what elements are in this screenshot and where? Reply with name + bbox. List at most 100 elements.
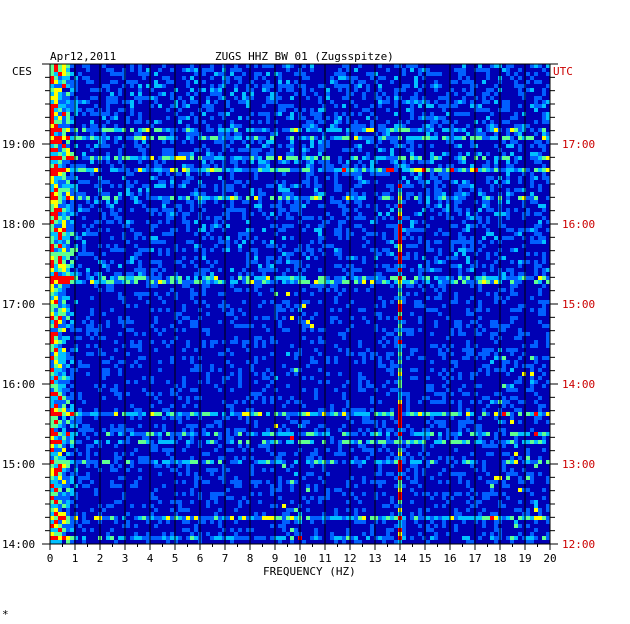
spectral-cell: [382, 192, 386, 196]
spectral-cell: [290, 412, 294, 416]
spectral-cell: [378, 296, 382, 300]
spectral-cell: [458, 128, 462, 132]
spectral-cell: [170, 280, 174, 284]
spectral-cell: [126, 428, 130, 432]
spectral-cell: [362, 412, 366, 416]
spectral-cell: [458, 152, 462, 156]
spectral-cell: [186, 472, 190, 476]
spectral-cell: [54, 84, 58, 88]
spectral-cell: [158, 400, 162, 404]
spectral-cell: [406, 256, 410, 260]
spectral-cell: [494, 132, 498, 136]
spectral-cell: [318, 236, 322, 240]
spectral-cell: [242, 96, 246, 100]
spectral-cell: [318, 412, 322, 416]
spectral-cell: [414, 468, 418, 472]
spectral-cell: [166, 128, 170, 132]
spectral-cell: [62, 128, 66, 132]
spectral-cell: [54, 172, 58, 176]
spectral-cell: [82, 112, 86, 116]
spectral-cell: [402, 328, 406, 332]
spectral-cell: [486, 232, 490, 236]
spectral-cell: [226, 136, 230, 140]
spectral-cell: [50, 176, 54, 180]
spectral-cell: [382, 364, 386, 368]
spectral-cell: [90, 136, 94, 140]
spectral-cell: [202, 256, 206, 260]
spectral-cell: [502, 404, 506, 408]
spectral-cell: [390, 168, 394, 172]
spectral-cell: [66, 224, 70, 228]
spectral-cell: [426, 308, 430, 312]
spectral-cell: [70, 128, 74, 132]
spectral-cell: [94, 136, 98, 140]
spectral-cell: [62, 172, 66, 176]
spectral-cell: [386, 68, 390, 72]
spectral-cell: [50, 288, 54, 292]
spectral-cell: [294, 160, 298, 164]
spectral-cell: [138, 120, 142, 124]
spectral-cell: [362, 216, 366, 220]
spectral-cell: [214, 220, 218, 224]
spectral-cell: [202, 288, 206, 292]
spectral-cell: [194, 292, 198, 296]
spectral-cell: [274, 232, 278, 236]
spectral-cell: [350, 192, 354, 196]
spectral-cell: [322, 144, 326, 148]
spectral-cell: [410, 104, 414, 108]
spectral-cell: [138, 188, 142, 192]
spectral-cell: [494, 416, 498, 420]
spectral-cell: [78, 364, 82, 368]
spectral-cell: [426, 384, 430, 388]
spectral-cell: [238, 148, 242, 152]
spectral-cell: [254, 256, 258, 260]
spectral-cell: [202, 480, 206, 484]
spectral-cell: [290, 464, 294, 468]
spectral-cell: [530, 388, 534, 392]
spectral-cell: [50, 264, 54, 268]
spectral-cell: [114, 128, 118, 132]
spectral-cell: [534, 108, 538, 112]
spectral-cell: [454, 264, 458, 268]
spectral-cell: [106, 244, 110, 248]
spectral-cell: [470, 240, 474, 244]
spectral-cell: [286, 412, 290, 416]
spectral-cell: [54, 236, 58, 240]
spectral-cell: [186, 276, 190, 280]
spectral-cell: [238, 480, 242, 484]
spectral-cell: [226, 312, 230, 316]
spectral-cell: [174, 104, 178, 108]
spectral-cell: [510, 164, 514, 168]
spectral-cell: [430, 116, 434, 120]
spectral-cell: [78, 236, 82, 240]
spectral-cell: [102, 84, 106, 88]
spectral-cell: [58, 164, 62, 168]
spectral-cell: [230, 108, 234, 112]
spectral-cell: [422, 68, 426, 72]
spectral-cell: [310, 464, 314, 468]
spectral-cell: [130, 416, 134, 420]
spectral-cell: [482, 200, 486, 204]
spectral-cell: [306, 184, 310, 188]
spectral-cell: [406, 412, 410, 416]
spectral-cell: [530, 412, 534, 416]
spectral-cell: [74, 416, 78, 420]
spectral-cell: [186, 152, 190, 156]
spectral-cell: [66, 356, 70, 360]
spectral-cell: [294, 260, 298, 264]
spectral-cell: [190, 240, 194, 244]
spectral-cell: [262, 228, 266, 232]
spectral-cell: [434, 116, 438, 120]
spectral-cell: [370, 276, 374, 280]
spectral-cell: [290, 344, 294, 348]
spectral-cell: [58, 316, 62, 320]
spectral-cell: [158, 308, 162, 312]
spectral-cell: [86, 424, 90, 428]
spectral-cell: [78, 208, 82, 212]
spectral-cell: [478, 168, 482, 172]
spectral-cell: [518, 376, 522, 380]
spectral-cell: [310, 316, 314, 320]
spectral-cell: [290, 420, 294, 424]
spectral-cell: [230, 184, 234, 188]
spectral-cell: [254, 260, 258, 264]
